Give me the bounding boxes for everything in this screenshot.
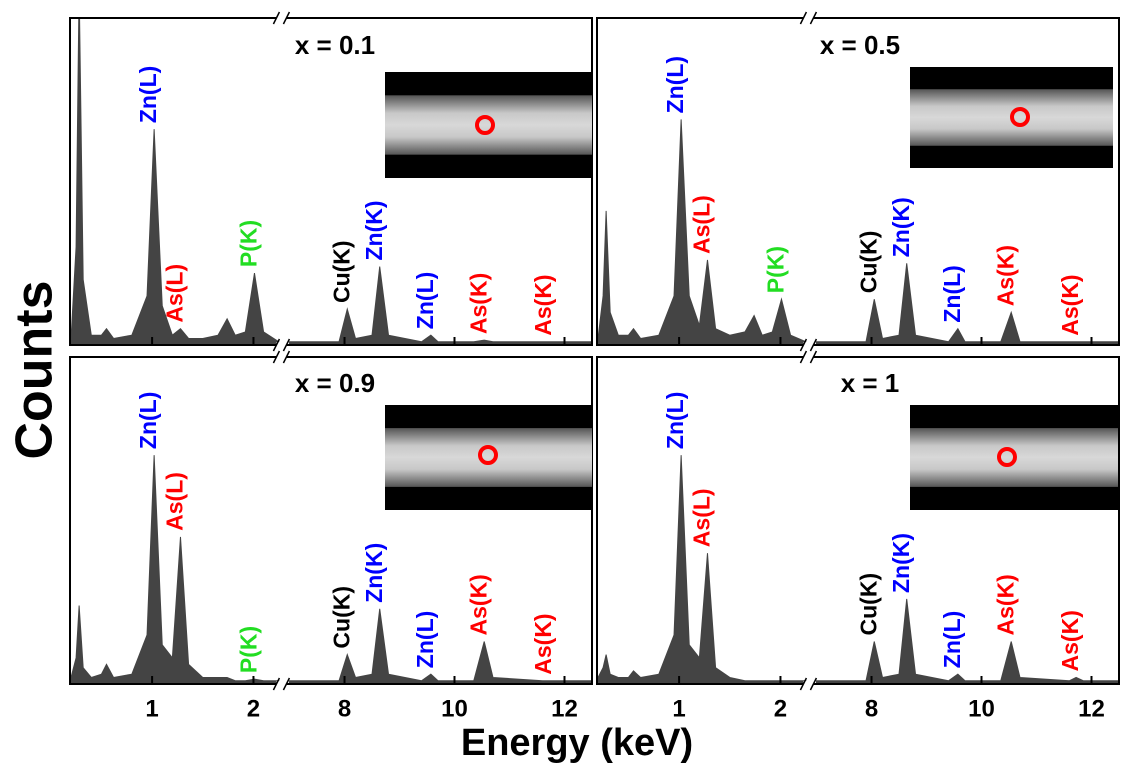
peak-label: As(K) (530, 274, 556, 335)
spectrum-area (289, 608, 592, 684)
x-tick-label: 2 (247, 695, 260, 722)
y-axis-label: Counts (6, 280, 64, 459)
axis-break-gap (803, 681, 814, 687)
axis-break-gap (276, 342, 287, 348)
peak-label: Zn(K) (361, 200, 387, 260)
axis-break-gap (803, 15, 814, 21)
plot-frame (69, 17, 593, 346)
axis-break-gap (803, 354, 814, 360)
peak-label: As(K) (1057, 274, 1083, 335)
peak-label: Zn(L) (135, 66, 161, 123)
peak-label: P(K) (236, 220, 262, 267)
peak-label: Cu(K) (328, 240, 354, 303)
panel: 1 2 8 10 12x = 0.9Zn(L)As(L)P(K)Cu(K)Zn(K)Zn… (69, 350, 593, 722)
peak-label: As(K) (992, 574, 1018, 635)
axis-break-mark (272, 677, 281, 691)
inset-marker (1010, 107, 1030, 127)
x-tick-label: 12 (1078, 695, 1105, 722)
axis-break-mark (282, 338, 291, 352)
axis-break-mark (799, 677, 808, 691)
peak-label: P(K) (763, 246, 789, 293)
inset-marker (475, 115, 495, 135)
peak-label: As(K) (1057, 610, 1083, 671)
inset-marker (478, 445, 498, 465)
axis-break-mark (272, 350, 281, 364)
peak-label: Zn(K) (888, 197, 914, 257)
inset-wire (385, 95, 592, 155)
spectrum-area (289, 266, 592, 345)
peak-label: As(L) (689, 488, 715, 547)
peak-label: Cu(K) (855, 231, 881, 294)
spectrum-area (816, 263, 1119, 345)
x-tick-label: 8 (338, 695, 351, 722)
x-tick-label: 10 (968, 695, 995, 722)
peak-label: P(K) (236, 626, 262, 673)
panel: x = 0.1 Zn(L) As(L) P(K) Cu(K) Zn(K) Zn(L) As(K… (69, 11, 593, 352)
x-tick-label: 12 (551, 695, 578, 722)
spectrum-area (597, 119, 807, 345)
plot-frame (596, 17, 1120, 346)
x-tick-label: 1 (672, 695, 685, 722)
peak-label: As(L) (162, 264, 188, 323)
panel-title: x = 0.5 (820, 30, 900, 60)
peak-label: Cu(K) (328, 586, 354, 649)
axis-break-mark (809, 11, 818, 25)
axis-break-mark (799, 338, 808, 352)
panel-title: x = 1 (841, 368, 900, 398)
peak-label: Zn(L) (412, 611, 438, 668)
axis-break-gap (803, 342, 814, 348)
peak-label: Zn(L) (662, 392, 688, 449)
axis-break-gap (276, 681, 287, 687)
peak-label: Zn(L) (412, 272, 438, 329)
peak-label: As(K) (530, 613, 556, 674)
peak-label: Zn(L) (939, 611, 965, 668)
plot-frame (596, 356, 1120, 685)
x-axis-label: Energy (keV) (461, 722, 693, 764)
peak-label: As(L) (162, 472, 188, 531)
peak-label: Zn(L) (135, 392, 161, 449)
axis-break-mark (799, 350, 808, 364)
inset-wire (385, 428, 592, 487)
axis-break-gap (276, 15, 287, 21)
axis-break-mark (809, 350, 818, 364)
axis-break-mark (799, 11, 808, 25)
panel-title: x = 0.1 (295, 30, 375, 60)
panel-title: x = 0.9 (295, 368, 375, 398)
peak-label: Zn(K) (361, 543, 387, 603)
peak-label: As(L) (689, 195, 715, 254)
axis-break-mark (282, 677, 291, 691)
peak-label: Zn(K) (888, 533, 914, 593)
spectrum-area (70, 18, 280, 345)
x-tick-label: 1 (145, 695, 158, 722)
peak-label: As(K) (465, 574, 491, 635)
axis-break-mark (282, 350, 291, 364)
peak-label: As(K) (465, 273, 491, 334)
peak-label: Cu(K) (855, 573, 881, 636)
peak-label: Zn(L) (939, 265, 965, 322)
panel: 1 2 8 10 12x = 1Zn(L)As(L)Cu(K)Zn(K)Zn(L)As(… (596, 350, 1120, 722)
axis-break-mark (272, 338, 281, 352)
axis-break-gap (276, 354, 287, 360)
inset-marker (997, 447, 1017, 467)
axis-break-mark (809, 338, 818, 352)
x-tick-label: 10 (441, 695, 468, 722)
axis-break-mark (272, 11, 281, 25)
plot-frame (69, 356, 593, 685)
peak-label: As(K) (992, 245, 1018, 306)
axis-break-mark (282, 11, 291, 25)
x-tick-label: 8 (865, 695, 878, 722)
peak-label: Zn(L) (662, 56, 688, 113)
x-tick-label: 2 (774, 695, 787, 722)
axis-break-mark (809, 677, 818, 691)
panel: x = 0.5 Zn(L) As(L) P(K) Cu(K) Zn(K) Zn(L) As(K… (596, 11, 1120, 352)
spectrum-area (816, 598, 1119, 684)
